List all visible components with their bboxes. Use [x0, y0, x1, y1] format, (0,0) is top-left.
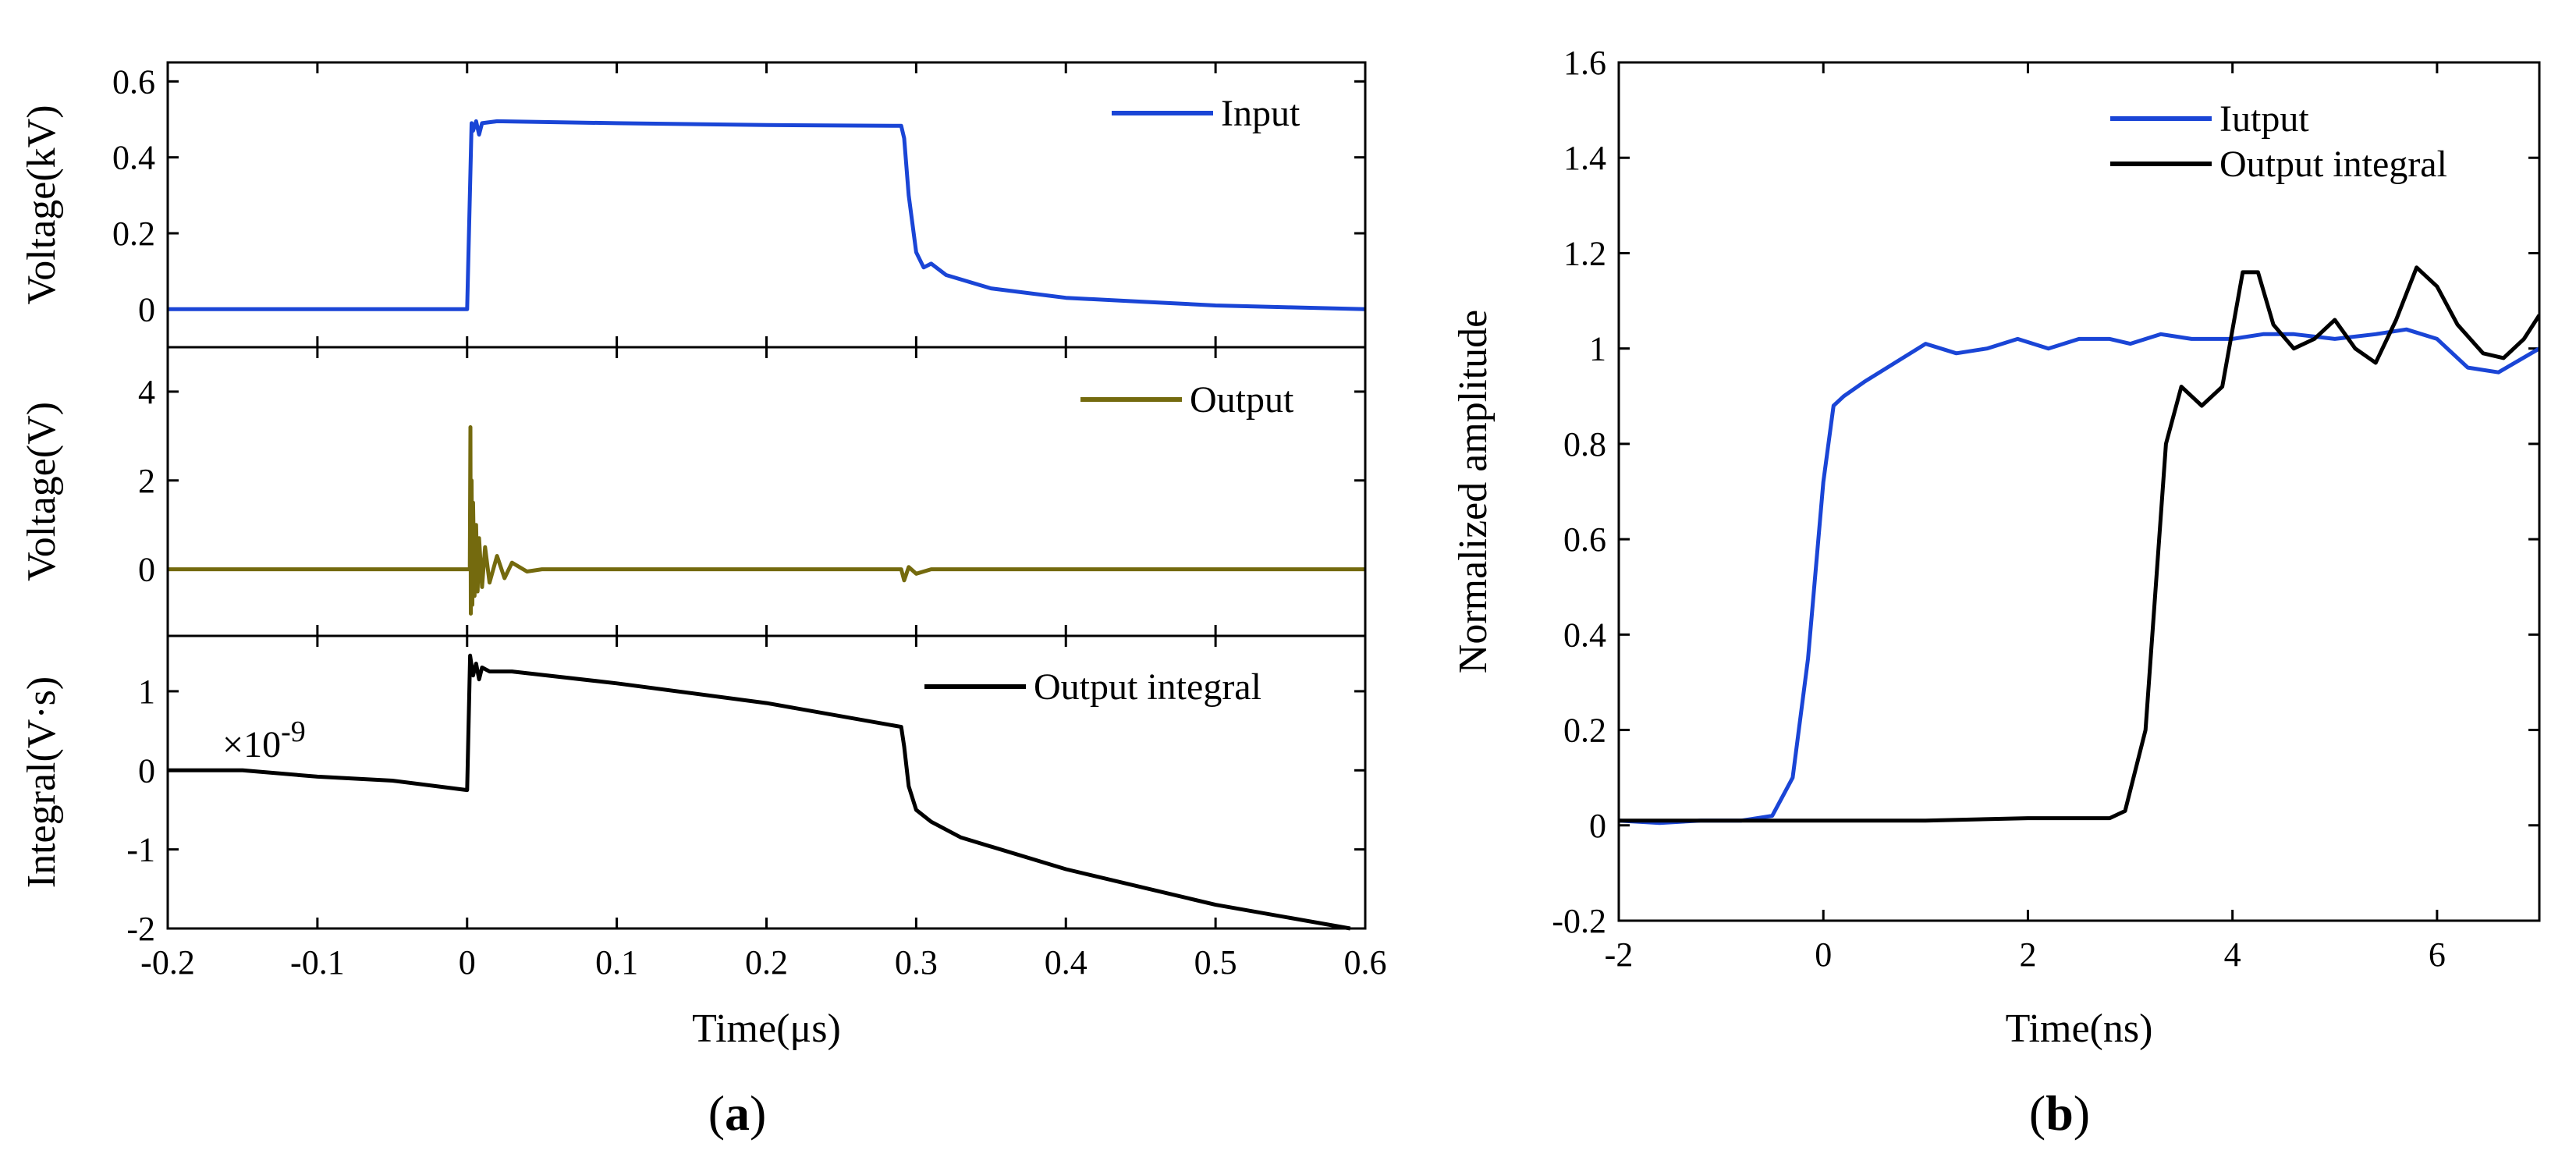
xtick-label-a-bot: 0.4: [1045, 943, 1088, 982]
y-axis-label-b: Normalized amplitude: [1451, 310, 1496, 673]
ytick-label-a-bot: 0: [138, 751, 155, 790]
ytick-label-b: 0.6: [1563, 520, 1606, 559]
ytick-label-a-mid: 4: [138, 373, 155, 411]
xtick-label-a-bot: -0.2: [140, 943, 195, 982]
caption-b: (b): [2029, 1085, 2090, 1141]
caption-a: (a): [708, 1085, 767, 1141]
ytick-label-a-mid: 0: [138, 551, 155, 589]
y-axis-label-a-mid: Voltage(V): [20, 402, 64, 581]
ytick-label-b: 0: [1589, 807, 1606, 845]
legend-label-a-mid-0: Output: [1190, 379, 1294, 421]
xtick-label-a-bot: 0.3: [895, 943, 938, 982]
ytick-label-b: 0.8: [1563, 425, 1606, 463]
ytick-label-b: 0.4: [1563, 616, 1606, 654]
ytick-label-b: 1: [1589, 330, 1606, 368]
axes-frame-a-bot: [166, 634, 1367, 930]
xtick-label-b: 6: [2429, 936, 2446, 974]
xtick-label-b: -2: [1605, 936, 1634, 974]
ytick-label-a-bot: -1: [126, 831, 155, 869]
series-line-a-mid-0: [168, 425, 1365, 616]
ytick-label-a-bot: 1: [138, 673, 155, 711]
exponent-prefix: ×10: [222, 724, 281, 765]
axes-frame-b: [1617, 61, 2541, 922]
xtick-label-b: 0: [1815, 936, 1832, 974]
y-axis-label-a-top: Voltage(kV): [20, 105, 64, 304]
ytick-label-a-bot: -2: [126, 910, 155, 948]
legend-label-b-0: Iutput: [2219, 98, 2309, 140]
xtick-label-a-bot: 0.1: [595, 943, 638, 982]
xtick-label-a-bot: -0.1: [290, 943, 345, 982]
xtick-label-b: 2: [2019, 936, 2036, 974]
ytick-label-a-top: 0.2: [112, 215, 155, 253]
series-line-b-1: [1619, 265, 2539, 823]
ytick-label-b: 1.6: [1563, 44, 1606, 82]
xtick-label-a-bot: 0.5: [1194, 943, 1237, 982]
series-line-a-top-0: [168, 119, 1365, 311]
chart-b: -0.2 0 0.2 0.4 0.6 0.8 1 1.2 1.4 1.6 -2 0 2 4 6 Normali…: [1451, 44, 2541, 1051]
legend-label-b-1: Output integral: [2219, 144, 2447, 185]
exponent-annotation: ×10-9: [222, 715, 306, 765]
y-axis-label-a-bot: Integral(V·s): [20, 676, 64, 888]
ytick-label-b: -0.2: [1552, 902, 1606, 940]
ytick-label-a-mid: 2: [138, 462, 155, 500]
axes-frame-a-mid: [166, 346, 1367, 637]
xtick-label-a-bot: 0.2: [745, 943, 788, 982]
ytick-label-b: 1.4: [1563, 139, 1606, 177]
ytick-label-a-top: 0.6: [112, 62, 155, 101]
ytick-label-a-top: 0: [138, 290, 155, 328]
series-line-a-bot-0: [168, 653, 1351, 931]
ytick-label-b: 0.2: [1563, 712, 1606, 750]
legend-label-a-bot-0: Output integral: [1034, 666, 1261, 708]
xtick-label-a-bot: 0.6: [1344, 943, 1387, 982]
xtick-label-b: 4: [2224, 936, 2241, 974]
series-line-b-0: [1619, 327, 2539, 825]
x-axis-label-b: Time(ns): [2006, 1007, 2153, 1051]
xtick-label-a-bot: 0: [459, 943, 476, 982]
ytick-label-a-top: 0.4: [112, 139, 155, 177]
exponent-value: -9: [281, 715, 306, 748]
legend-label-a-top-0: Input: [1221, 93, 1300, 134]
chart-a: 0 0.2 0.4 0.6 Voltage(kV) Input 0 2 4 Voltage(V) O…: [20, 61, 1387, 1051]
x-axis-label-a: Time(μs): [692, 1007, 841, 1051]
ytick-label-b: 1.2: [1563, 234, 1606, 272]
